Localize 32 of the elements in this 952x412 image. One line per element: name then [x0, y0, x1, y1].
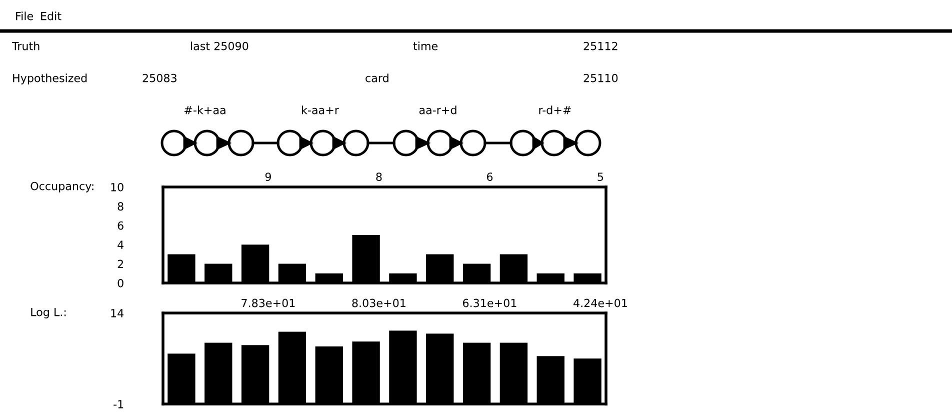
- text: 8.03e+01: [352, 298, 406, 308]
- text: 25110: [584, 74, 618, 82]
- y-tick-label: 8: [118, 202, 124, 211]
- text: time: [413, 42, 438, 50]
- text: 5: [598, 172, 604, 182]
- text: #-k+aa: [184, 106, 226, 114]
- text: Edit: [41, 12, 62, 20]
- text: 25112: [584, 42, 618, 50]
- y-tick-label: 4: [118, 240, 124, 249]
- text: 6.31e+01: [462, 298, 516, 308]
- text: card: [366, 74, 388, 82]
- text: k-aa+r: [302, 106, 339, 114]
- text: 9: [265, 172, 271, 182]
- text: 25083: [142, 74, 176, 82]
- text: 7.83e+01: [242, 298, 295, 308]
- text: Truth: [12, 42, 40, 50]
- text: Hypothesized: [13, 74, 87, 84]
- y-tick-label: 0: [118, 278, 124, 288]
- text: 8: [376, 172, 382, 182]
- y-axis-title: Log L.:: [31, 308, 66, 318]
- y-tick-label: 14: [111, 309, 124, 318]
- y-tick-label: 2: [118, 260, 123, 268]
- y-tick-label: -1: [114, 400, 124, 408]
- text: r-d+#: [539, 106, 571, 114]
- text: File: [16, 12, 34, 20]
- text: last 25090: [191, 42, 248, 50]
- y-tick-label: 10: [111, 182, 124, 192]
- y-tick-label: 6: [118, 221, 124, 230]
- text: aa-r+d: [419, 106, 456, 114]
- text: 6: [486, 172, 493, 182]
- text: 4.24e+01: [573, 298, 627, 308]
- y-axis-title: Occupancy:: [30, 182, 94, 192]
